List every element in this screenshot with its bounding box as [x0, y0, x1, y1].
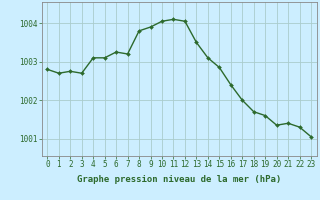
- X-axis label: Graphe pression niveau de la mer (hPa): Graphe pression niveau de la mer (hPa): [77, 175, 281, 184]
